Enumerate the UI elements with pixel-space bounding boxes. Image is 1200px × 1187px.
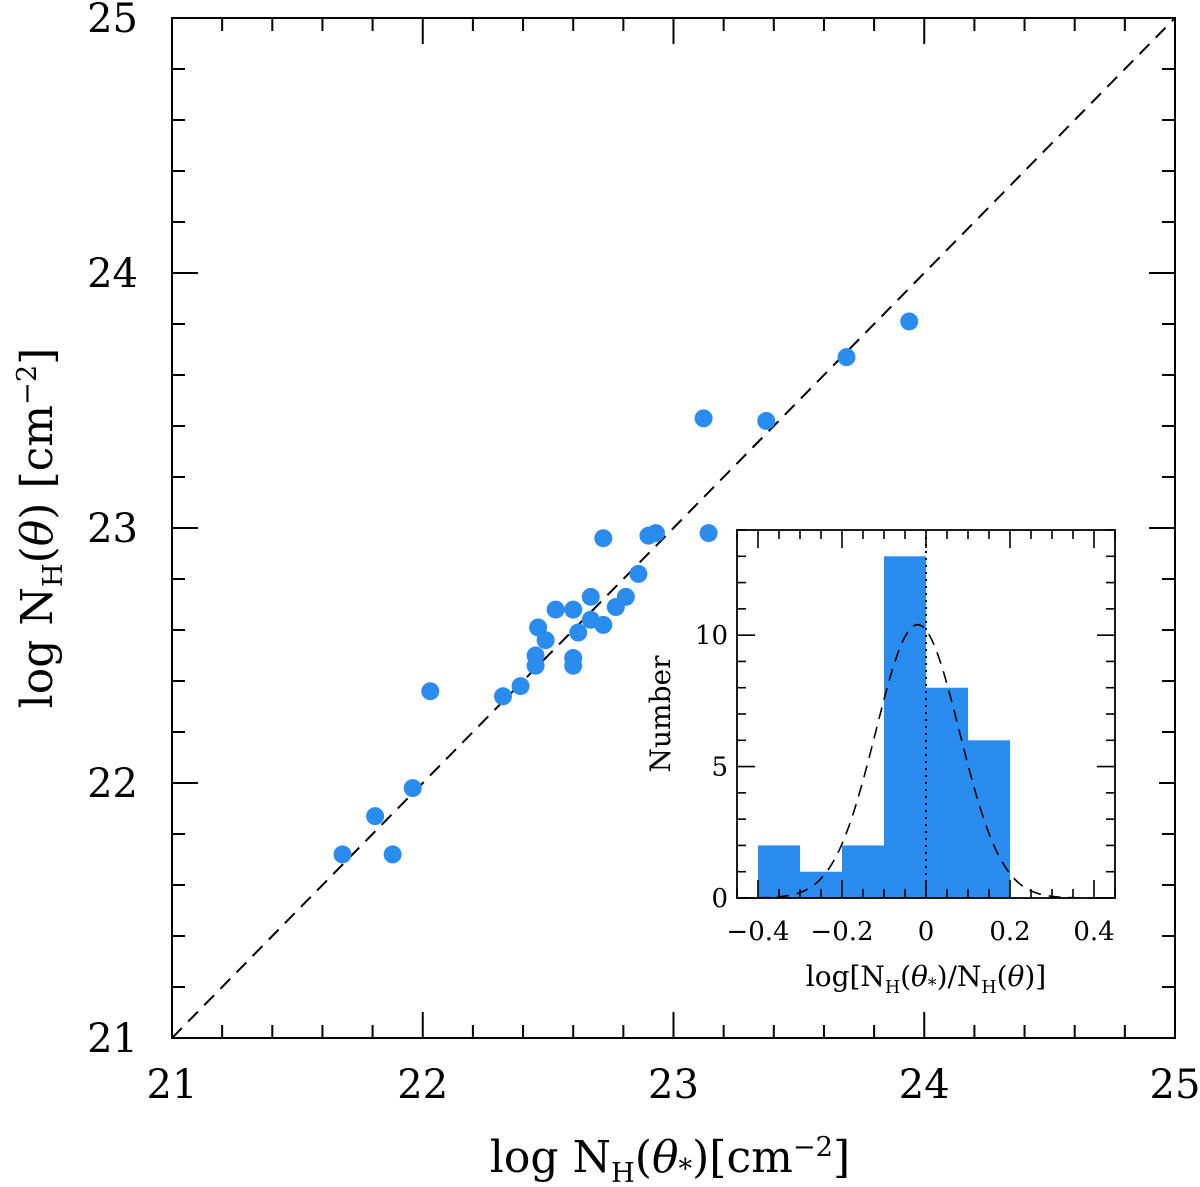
inset-y-tick-label: 10 <box>695 621 728 651</box>
data-point <box>699 524 718 543</box>
inset-tick-labels: −0.4 −0.2 0 0.2 0.4 0 5 10 <box>695 621 1115 947</box>
data-point <box>366 807 385 826</box>
x-tick-label: 21 <box>147 1062 198 1108</box>
x-tick-label: 23 <box>648 1062 699 1108</box>
data-point <box>403 779 422 798</box>
x-tick-label: 25 <box>1150 1062 1200 1108</box>
data-point <box>757 411 776 430</box>
data-point <box>646 524 665 543</box>
main-scatter-points <box>333 312 919 864</box>
inset-x-tick-label: −0.2 <box>810 917 873 947</box>
main-tick-labels: 21 22 23 24 25 21 22 23 24 25 <box>87 0 1200 1108</box>
inset-x-axis-title: log[NH(θ*)/NH(θ)] <box>806 960 1046 998</box>
histogram-bar <box>884 556 926 898</box>
inset-x-tick-label: −0.4 <box>726 917 789 947</box>
histogram-bar <box>926 687 968 898</box>
data-point <box>564 600 583 619</box>
inset-y-axis-title: Number <box>644 655 677 773</box>
data-point <box>383 845 402 864</box>
data-point <box>569 623 588 642</box>
data-point <box>694 409 713 428</box>
inset-x-tick-label: 0 <box>918 917 935 947</box>
x-tick-label: 22 <box>397 1062 448 1108</box>
data-point <box>594 529 613 548</box>
inset-y-tick-label: 0 <box>711 884 728 914</box>
inset-axis-ticks <box>736 529 1116 899</box>
data-point <box>900 312 919 331</box>
data-point <box>493 687 512 706</box>
y-tick-label: 25 <box>87 0 138 42</box>
x-tick-label: 24 <box>899 1062 950 1108</box>
y-tick-label: 21 <box>87 1016 138 1062</box>
main-reference-line <box>171 17 1176 1039</box>
data-point <box>629 564 648 583</box>
y-tick-label: 24 <box>87 251 138 297</box>
data-point <box>616 587 635 606</box>
y-tick-label: 23 <box>87 506 138 552</box>
data-point <box>594 615 613 634</box>
data-point <box>333 845 352 864</box>
main-y-axis-title: log NH(θ) [cm−2] <box>12 348 69 709</box>
inset-y-tick-label: 5 <box>711 753 728 783</box>
data-point <box>526 656 545 675</box>
main-x-axis-title: log NH(θ*)[cm−2] <box>490 1132 850 1187</box>
data-point <box>564 656 583 675</box>
data-point <box>546 600 565 619</box>
inset-x-tick-label: 0.2 <box>989 917 1030 947</box>
histogram-bar <box>968 740 1010 898</box>
data-point <box>511 677 530 696</box>
one-to-one-line <box>171 17 1176 1039</box>
data-point <box>581 587 600 606</box>
data-point <box>536 631 555 650</box>
data-point <box>837 348 856 367</box>
inset-x-tick-label: 0.4 <box>1073 917 1114 947</box>
y-tick-label: 22 <box>87 761 138 807</box>
main-axis-ticks <box>171 17 1176 1039</box>
data-point <box>421 682 440 701</box>
